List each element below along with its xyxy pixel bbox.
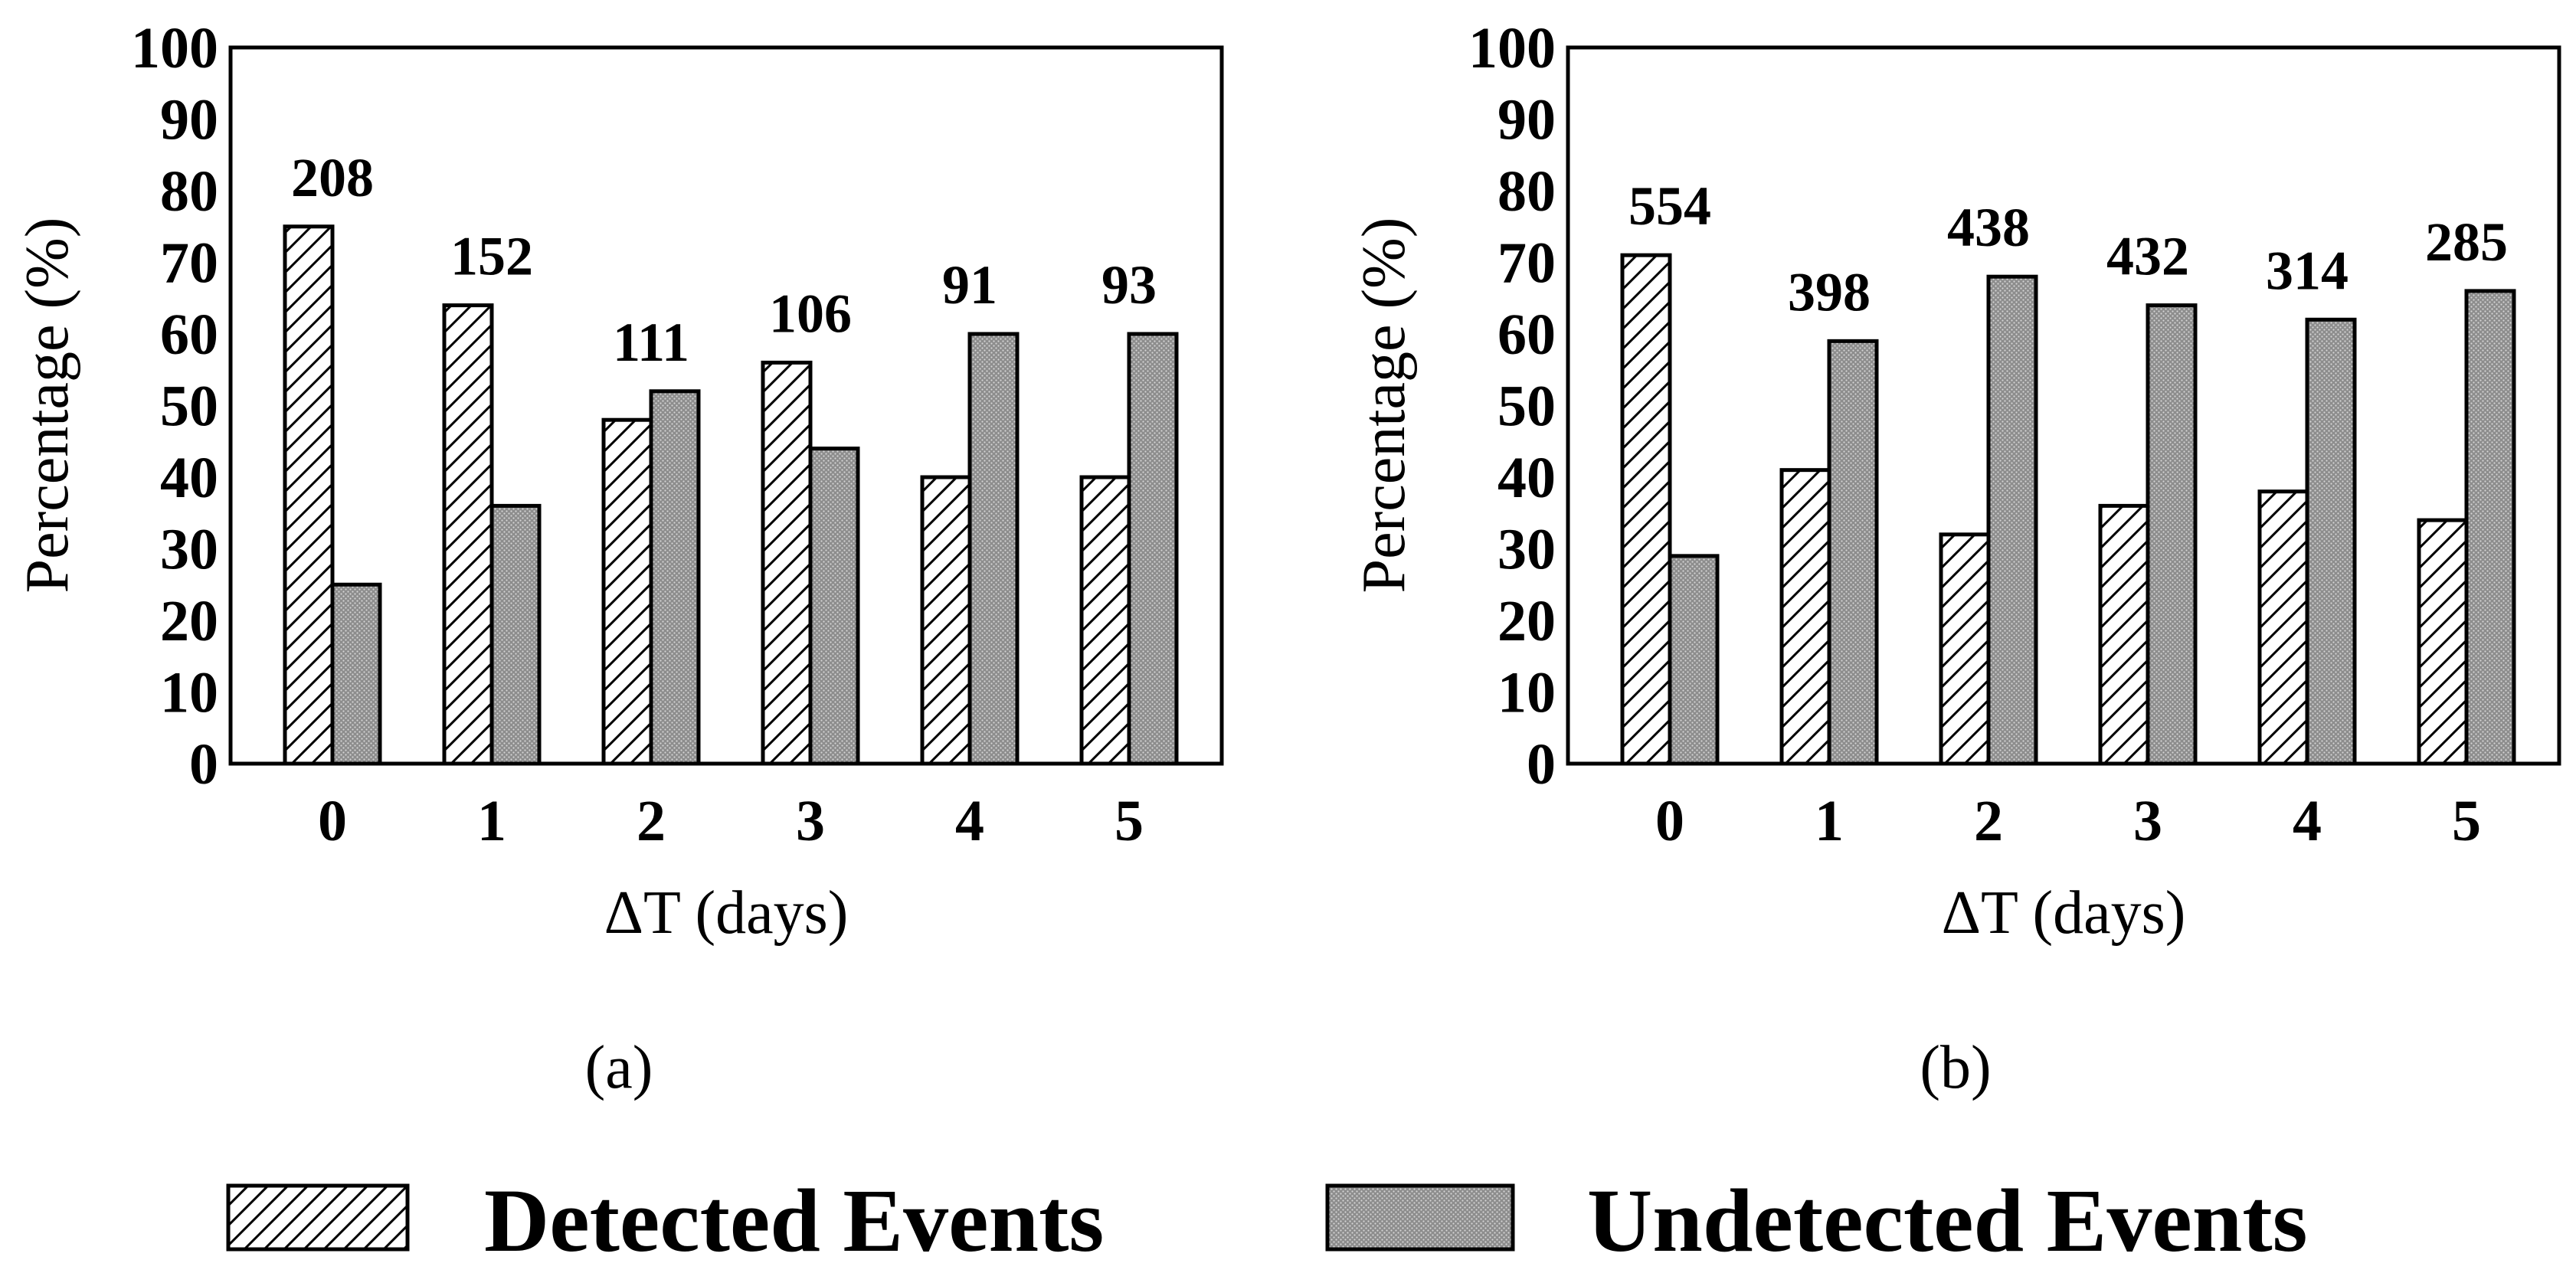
panel-b-plot-frame <box>1566 45 2561 766</box>
panel-a-plot-frame <box>228 45 1224 766</box>
panel-a-y-tick-label: 100 <box>131 16 218 80</box>
panel-a-y-tick-label: 60 <box>160 303 218 367</box>
panel-b-bar-undetected-3 <box>2146 303 2198 766</box>
panel-b-x-tick-label: 1 <box>1815 789 1844 853</box>
panel-b-y-tick-label: 70 <box>1497 231 1556 296</box>
panel-b-y-tick-label: 60 <box>1497 303 1556 367</box>
panel-b-count-label: 432 <box>2106 226 2189 287</box>
panel-b-counts: 554 398 438 432 314 285 <box>1628 175 2508 322</box>
legend: Detected Events Undetected Events <box>226 1170 2308 1271</box>
panel-b-bar-detected-0 <box>1620 253 1672 766</box>
panel-a-y-tick-label: 30 <box>160 518 218 582</box>
panel-a-y-tick-label: 80 <box>160 159 218 224</box>
legend-undetected-swatch <box>1325 1183 1515 1252</box>
panel-a-label: (a) <box>585 1034 653 1101</box>
panel-a-x-axis-title: ΔT (days) <box>604 879 849 947</box>
panel-a-bar-detected-0 <box>283 224 335 766</box>
panel-a-bar-detected-2 <box>601 417 653 766</box>
panel-b-bar-detected-3 <box>2098 503 2150 766</box>
panel-a-bar-detected-5 <box>1079 475 1131 766</box>
panel-b-bars <box>1620 253 2516 766</box>
panel-b-y-tick-label: 30 <box>1497 518 1556 582</box>
panel-b-x-tick-label: 0 <box>1655 789 1684 853</box>
panel-a-y-tick-label: 90 <box>160 88 218 152</box>
panel-a-count-label: 106 <box>769 283 852 344</box>
panel-b-x-tick-label: 2 <box>1974 789 2003 853</box>
panel-a-x-ticks: 0 1 2 3 4 5 <box>318 789 1144 853</box>
panel-b-y-tick-label: 80 <box>1497 159 1556 224</box>
panel-a-x-tick-label: 3 <box>796 789 825 853</box>
panel-b-y-tick-label: 0 <box>1527 732 1556 797</box>
panel-b-count-label: 398 <box>1788 261 1871 322</box>
panel-b-bar-undetected-4 <box>2305 317 2357 766</box>
panel-a-count-label: 208 <box>291 147 374 208</box>
panel-b-count-label: 285 <box>2425 211 2508 273</box>
panel-b-y-tick-label: 50 <box>1497 375 1556 439</box>
panel-b-bar-undetected-5 <box>2464 289 2516 766</box>
panel-a-bar-detected-3 <box>761 360 813 766</box>
panel-a-y-axis-title: Percentage (%) <box>14 218 81 594</box>
panel-b-x-tick-label: 5 <box>2452 789 2481 853</box>
panel-a-bar-undetected-4 <box>967 332 1020 766</box>
panel-a-y-tick-label: 20 <box>160 589 218 653</box>
panel-a-count-label: 152 <box>450 226 533 287</box>
panel-a-x-tick-label: 2 <box>637 789 666 853</box>
panel-b-count-label: 554 <box>1628 175 1711 237</box>
panel-a-y-tick-label: 40 <box>160 446 218 510</box>
panel-b-x-tick-label: 4 <box>2293 789 2322 853</box>
panel-b-y-tick-label: 10 <box>1497 661 1556 725</box>
panel-b-y-ticks: 0 10 20 30 40 50 60 70 80 90 100 <box>1468 16 1556 797</box>
panel-a-y-tick-label: 10 <box>160 661 218 725</box>
panel-a-counts: 208 152 111 106 91 93 <box>291 147 1157 373</box>
legend-detected-swatch <box>226 1183 410 1252</box>
panel-b-bar-detected-4 <box>2257 489 2309 766</box>
panel-b-bar-detected-5 <box>2417 518 2469 766</box>
panel-a-bar-undetected-1 <box>489 503 542 766</box>
panel-a-bar-detected-1 <box>442 303 494 766</box>
panel-a-bar-undetected-0 <box>330 582 382 766</box>
panel-a-bars <box>283 224 1179 766</box>
panel-a-x-tick-label: 4 <box>955 789 984 853</box>
panel-a-y-ticks: 0 10 20 30 40 50 60 70 80 90 100 <box>131 16 218 797</box>
panel-b-label: (b) <box>1920 1034 1991 1101</box>
panel-b-bar-undetected-2 <box>1986 274 2038 766</box>
panel-b-y-axis-title: Percentage (%) <box>1350 218 1418 594</box>
panel-a-y-tick-label: 0 <box>189 732 218 797</box>
panel-b-bar-detected-1 <box>1779 468 1831 766</box>
panel-b-bar-undetected-1 <box>1827 339 1879 766</box>
panel-b-x-tick-label: 3 <box>2133 789 2162 853</box>
legend-detected-label: Detected Events <box>484 1170 1104 1271</box>
panel-b-y-tick-label: 20 <box>1497 589 1556 653</box>
panel-a-x-tick-label: 1 <box>477 789 506 853</box>
panel-b-count-label: 314 <box>2266 240 2349 301</box>
panel-a-y-tick-label: 70 <box>160 231 218 296</box>
panel-b-bar-detected-2 <box>1939 532 1991 766</box>
panel-b-count-label: 438 <box>1947 197 2030 258</box>
panel-b-y-tick-label: 100 <box>1468 16 1556 80</box>
panel-a-bar-undetected-3 <box>808 447 860 766</box>
panel-a-count-label: 93 <box>1101 254 1157 316</box>
panel-b-y-tick-label: 40 <box>1497 446 1556 510</box>
panel-a-bar-detected-4 <box>920 475 972 766</box>
panel-a-bar-undetected-2 <box>649 389 701 766</box>
panel-a-bar-undetected-5 <box>1127 332 1179 766</box>
panel-a-count-label: 91 <box>942 254 997 316</box>
panel-a-x-tick-label: 0 <box>318 789 347 853</box>
panel-b-x-axis-title: ΔT (days) <box>1942 879 2186 947</box>
legend-undetected-label: Undetected Events <box>1587 1170 2308 1271</box>
panel-b-x-ticks: 0 1 2 3 4 5 <box>1655 789 2481 853</box>
panel-a-x-tick-label: 5 <box>1115 789 1144 853</box>
panel-b-bar-undetected-0 <box>1668 554 1720 766</box>
panel-b-y-tick-label: 90 <box>1497 88 1556 152</box>
panel-a-y-tick-label: 50 <box>160 375 218 439</box>
panel-a-count-label: 111 <box>613 312 689 373</box>
